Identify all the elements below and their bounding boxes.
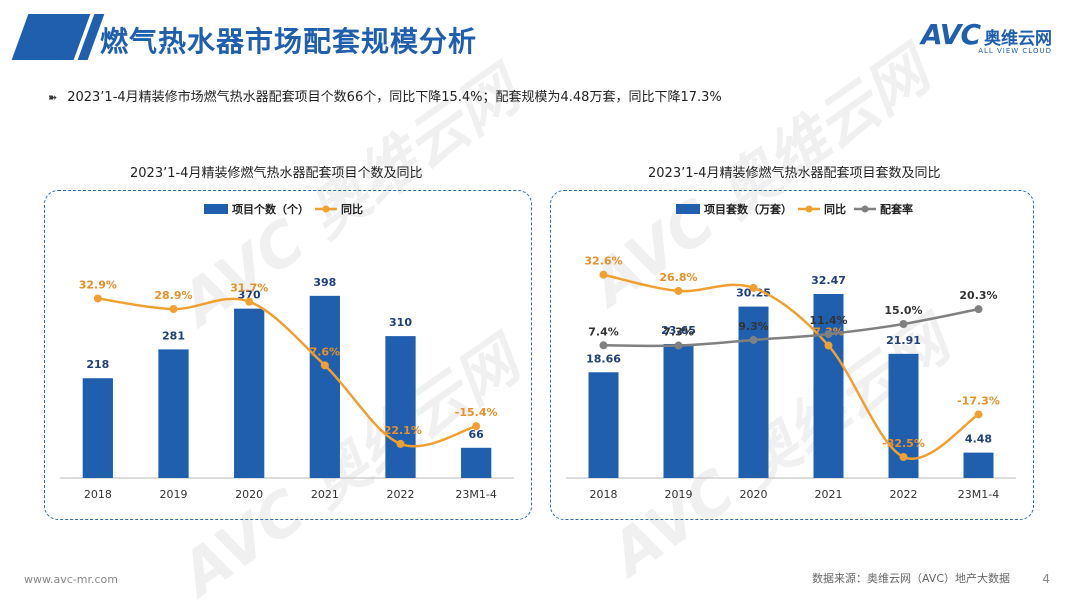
bar-value-label: 23.65 <box>661 324 696 337</box>
line-value-label: 7.6% <box>310 345 341 358</box>
x-tick-label: 2020 <box>235 488 263 501</box>
line-value-label: -32.5% <box>882 437 925 450</box>
logo-mark: AVC <box>921 18 981 51</box>
bar-value-label: 218 <box>86 358 109 371</box>
line-value-label: 32.9% <box>79 278 117 291</box>
chart2-title: 2023’1-4月精装修燃气热水器配套项目套数及同比 <box>648 166 941 181</box>
line-point <box>599 341 608 350</box>
chart2-panel <box>550 190 1034 520</box>
x-tick-label: 2021 <box>815 488 843 501</box>
legend-bar-label: 项目个数（个） <box>232 202 309 216</box>
line-point <box>824 330 833 339</box>
x-tick-label: 2018 <box>84 488 112 501</box>
line-value-label: 31.7% <box>230 282 268 295</box>
bar-value-label: 18.66 <box>586 352 621 365</box>
line-point <box>899 320 908 328</box>
bar <box>234 308 265 478</box>
line-point <box>899 453 908 461</box>
legend-bar-swatch <box>676 204 700 214</box>
legend-bar-label: 项目套数（万套） <box>704 202 792 216</box>
footer-source: 数据来源：奥维云网（AVC）地产大数据 <box>811 572 1010 585</box>
x-tick-label: 2020 <box>740 488 768 501</box>
line-point <box>824 341 833 350</box>
line-point <box>472 422 481 431</box>
line-value-label: 11.4% <box>809 314 847 327</box>
line-value-label: 32.6% <box>584 255 622 268</box>
bar <box>82 378 113 478</box>
logo-cn: 奥维云网 <box>984 29 1052 49</box>
legend-line-label: 同比 <box>824 202 846 216</box>
x-tick-label: 23M1-4 <box>455 488 496 501</box>
bar-value-label: 370 <box>238 289 261 302</box>
avc-logo: AVC 奥维云网 ALL VIEW CLOUD <box>921 18 1052 55</box>
legend-bar-swatch <box>204 204 228 214</box>
bar <box>663 343 694 478</box>
line-value-label: -15.4% <box>455 406 498 419</box>
line-point <box>245 297 254 306</box>
chart1-panel <box>44 190 532 520</box>
bar <box>738 306 769 478</box>
rate-line <box>603 307 979 348</box>
line-point <box>320 361 329 370</box>
chart1-svg: 项目个数（个） 同比 218 281 370 398 310 66 2018 2019 2020 20… <box>60 202 514 501</box>
bar-value-label: 4.48 <box>965 433 992 446</box>
bar-value-label: 21.91 <box>886 334 921 347</box>
summary-text: ➽ 2023’1-4月精装修市场燃气热水器配套项目个数66个，同比下降15.4%；… <box>48 86 722 105</box>
logo-en: ALL VIEW CLOUD <box>978 47 1052 55</box>
bar-value-label: 281 <box>162 329 185 342</box>
legend-line-marker <box>322 205 330 213</box>
legend-line-marker <box>861 205 869 213</box>
line-value-label: -22.1% <box>379 424 422 437</box>
bar-value-label: 398 <box>313 276 336 289</box>
legend-line-label: 同比 <box>341 202 363 216</box>
chart2-svg: 项目套数（万套） 同比 配套率 18.66 23.65 30.25 32.47 21.91 4.… <box>566 202 1016 501</box>
page-number: 4 <box>1042 572 1050 586</box>
legend-line-marker <box>805 205 813 213</box>
bar-value-label: 32.47 <box>811 274 846 287</box>
line-point <box>169 305 178 314</box>
x-tick-label: 2021 <box>311 488 339 501</box>
bar-value-label: 66 <box>469 428 485 441</box>
line-point <box>674 286 683 295</box>
line-value-label: 20.3% <box>959 289 997 302</box>
x-tick-label: 2022 <box>890 488 918 501</box>
line-point <box>93 294 102 303</box>
line-point <box>974 410 983 419</box>
arrow-bullet-icon: ➽ <box>48 91 58 104</box>
line-point <box>599 270 608 279</box>
bar-value-label: 30.25 <box>736 287 771 300</box>
bar <box>461 447 492 478</box>
yoy-line <box>603 273 980 461</box>
line-point <box>674 341 683 350</box>
bar <box>963 452 994 478</box>
line-value-label: 15.0% <box>884 304 922 317</box>
line-point <box>749 283 758 292</box>
line-point <box>974 305 983 314</box>
bar <box>158 349 189 478</box>
bar-value-label: 310 <box>389 316 412 329</box>
summary-sentence: 2023’1-4月精装修市场燃气热水器配套项目个数66个，同比下降15.4%；配… <box>67 90 722 105</box>
page-title: 燃气热水器市场配套规模分析 <box>100 25 478 58</box>
line-value-label: 7.4% <box>588 325 619 338</box>
line-value-label: 28.9% <box>154 289 192 302</box>
x-tick-label: 2019 <box>665 488 693 501</box>
footer-url[interactable]: www.avc-mr.com <box>24 573 118 586</box>
line-value-label: -17.3% <box>957 394 1000 407</box>
title-decoration <box>11 14 91 60</box>
bar <box>309 295 340 478</box>
bar <box>588 372 619 478</box>
x-tick-label: 2022 <box>387 488 415 501</box>
x-tick-label: 2018 <box>590 488 618 501</box>
x-tick-label: 23M1-4 <box>958 488 999 501</box>
x-tick-label: 2019 <box>160 488 188 501</box>
line-point <box>749 335 758 344</box>
legend-line-label: 配套率 <box>880 202 913 216</box>
line-value-label: 9.3% <box>738 320 769 333</box>
line-value-label: 7.3% <box>663 326 694 339</box>
bar <box>385 336 416 478</box>
line-point <box>396 439 405 448</box>
line-value-label: 26.8% <box>659 271 697 284</box>
bar <box>813 294 844 478</box>
chart1-title: 2023’1-4月精装修燃气热水器配套项目个数及同比 <box>130 166 423 181</box>
